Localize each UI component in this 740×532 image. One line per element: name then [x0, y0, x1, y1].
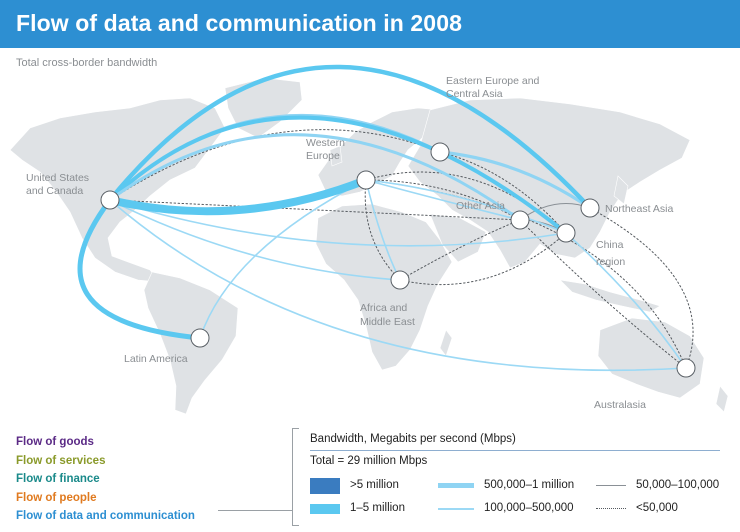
flow-type-list: Flow of goods Flow of services Flow of f…: [16, 433, 195, 526]
legend-label-gt5m: >5 million: [350, 479, 399, 491]
label-us-canada-line1: United States: [26, 172, 89, 184]
flow-westeurope-africa-line: [365, 179, 401, 281]
label-western-europe-line1: Western: [306, 137, 345, 149]
label-western-europe-line2: Europe: [306, 150, 340, 162]
arabia-landmass: [429, 213, 487, 263]
world-map: United States and Canada Latin America W…: [9, 64, 729, 415]
legend-label-500k-1m: 500,000–1 million: [484, 479, 575, 491]
label-africa-line2: Middle East: [360, 316, 415, 328]
flow-africa-china-dotted: [399, 232, 567, 286]
label-africa-line1: Africa and: [360, 302, 407, 314]
region-labels: United States and Canada Latin America W…: [26, 75, 673, 411]
madagascar-landmass: [439, 329, 453, 357]
node-china[interactable]: [556, 223, 576, 243]
legend-divider: [310, 450, 720, 451]
node-australasia[interactable]: [676, 358, 696, 378]
flow-westeurope-latinamerica-line: [199, 179, 367, 339]
australia-landmass: [597, 317, 705, 399]
flow-westeurope-otherasia-line: [365, 179, 521, 221]
label-australasia: Australasia: [594, 399, 646, 411]
label-china-line1: China: [596, 239, 624, 251]
node-western-europe[interactable]: [356, 170, 376, 190]
legend-title: Bandwidth, Megabits per second (Mbps): [310, 433, 516, 445]
flow-type-connector: [218, 510, 292, 511]
flow-otherasia-australasia-dotted: [519, 219, 687, 369]
label-eastern-europe-line1: Eastern Europe and: [446, 75, 540, 87]
flow-us-westerneurope-major: [106, 176, 370, 216]
japan-landmass: [613, 175, 629, 205]
flow-africa-westeurope-dotted: [364, 179, 401, 281]
label-china-line2: region: [596, 256, 625, 268]
node-latin-america[interactable]: [190, 328, 210, 348]
node-other-asia[interactable]: [510, 210, 530, 230]
label-other-asia: Other Asia: [456, 200, 505, 212]
flow-westeurope-china-line: [365, 179, 567, 234]
flow-easteurope-northeastasia-medium: [438, 150, 592, 210]
flow-us-china-lower-line: [109, 199, 567, 247]
legend-swatch-1-5m: [310, 504, 340, 514]
flow-lines: [77, 64, 694, 372]
flow-us-otherasia-dotted: [109, 199, 521, 221]
flow-us-china-thick: [108, 115, 568, 235]
map-subtitle: Total cross-border bandwidth: [16, 57, 158, 69]
label-latin-america: Latin America: [124, 353, 188, 365]
legend-bracket: [292, 428, 299, 526]
flow-type-people[interactable]: Flow of people: [16, 491, 97, 504]
flow-northeastasia-australasia-dotted: [589, 207, 694, 369]
label-eastern-europe-line2: Central Asia: [446, 88, 503, 100]
flow-africa-otherasia-dotted: [399, 219, 521, 281]
flow-us-northeastasia-thick: [107, 64, 593, 211]
legend-swatch-lt50k: [596, 508, 626, 509]
new-zealand-landmass: [715, 385, 729, 413]
africa-landmass: [315, 203, 453, 371]
node-eastern-europe[interactable]: [430, 142, 450, 162]
flow-us-australasia-line: [109, 199, 687, 372]
legend-label-lt50k: <50,000: [636, 502, 678, 514]
flow-us-latinamerica-thick: [77, 197, 203, 341]
node-africa[interactable]: [390, 270, 410, 290]
legend-swatch-100k-500k: [438, 508, 474, 510]
node-us-canada[interactable]: [100, 190, 120, 210]
flow-us-africa-line: [109, 199, 401, 281]
uk-landmass: [329, 145, 343, 167]
flow-us-easteurope-dotted: [109, 129, 441, 201]
legend-swatch-500k-1m: [438, 483, 474, 488]
legend-label-1-5m: 1–5 million: [350, 502, 405, 514]
label-us-canada-line2: and Canada: [26, 185, 83, 197]
flow-type-services[interactable]: Flow of services: [16, 454, 106, 467]
flow-us-otherasia-medium: [108, 133, 522, 222]
region-nodes: [100, 142, 696, 378]
flow-type-finance[interactable]: Flow of finance: [16, 473, 100, 486]
flow-easteurope-china-dotted: [439, 151, 567, 234]
legend-swatch-50k-100k: [596, 485, 626, 486]
legend-label-50k-100k: 50,000–100,000: [636, 479, 720, 491]
bandwidth-legend: Bandwidth, Megabits per second (Mbps) To…: [292, 428, 732, 528]
flow-westeurope-otherasia-dotted: [365, 179, 521, 221]
node-northeast-asia[interactable]: [580, 198, 600, 218]
legend-label-100k-500k: 100,000–500,000: [484, 502, 574, 514]
indonesia-landmass: [559, 279, 661, 313]
flow-type-data[interactable]: Flow of data and communication: [16, 510, 195, 523]
title-bar: Flow of data and communication in 2008: [0, 0, 740, 48]
legend-total: Total = 29 million Mbps: [310, 455, 428, 467]
south-america-landmass: [143, 271, 239, 415]
label-northeast-asia: Northeast Asia: [605, 203, 673, 215]
legend-swatch-gt5m: [310, 478, 340, 494]
flow-china-australasia-line: [565, 232, 687, 369]
map-title: Flow of data and communication in 2008: [16, 10, 462, 36]
flow-type-goods[interactable]: Flow of goods: [16, 436, 94, 448]
greenland-landmass: [224, 77, 303, 139]
